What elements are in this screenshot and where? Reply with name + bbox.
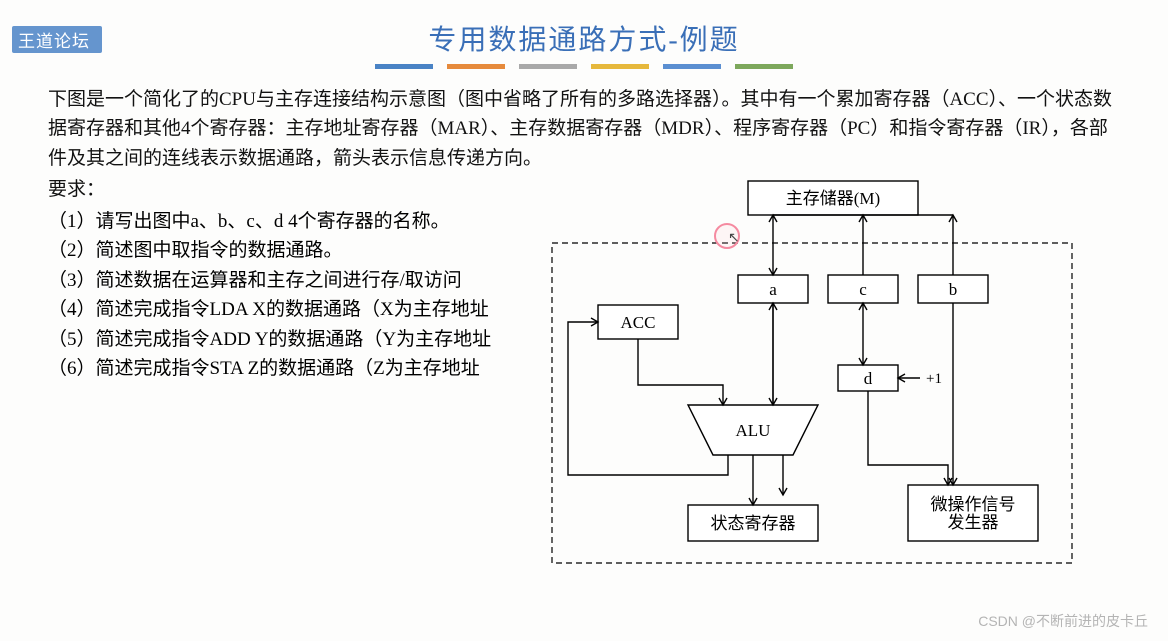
requirement-item: （2）简述图中取指令的数据通路。 [48,236,528,265]
svg-text:状态寄存器: 状态寄存器 [711,514,796,533]
requirement-item: （4）简述完成指令LDA X的数据通路（X为主存地址 [48,295,528,324]
requirement-item: （1）请写出图中a、b、c、d 4个寄存器的名称。 [48,207,528,236]
underline-bar [519,64,577,69]
requirement-item: （5）简述完成指令ADD Y的数据通路（Y为主存地址 [48,325,528,354]
underline-bar [447,64,505,69]
watermark-top-left: 王道论坛 [12,26,102,53]
underline-bar [375,64,433,69]
underline-bar [591,64,649,69]
req-label: 要求： [48,175,528,204]
svg-text:+1: +1 [926,371,942,387]
requirement-item: （3）简述数据在运算器和主存之间进行存/取访问 [48,266,528,295]
cursor-arrow-icon: ↖ [728,229,740,246]
cpu-diagram: 主存储器(M) a c b ACC d ALU 状态寄存器 微操作信号发生器 +1 ↖ [538,175,1098,575]
title-underline [0,64,1168,69]
svg-text:a: a [769,280,777,299]
diagram-svg: 主存储器(M) a c b ACC d ALU 状态寄存器 微操作信号发生器 +1 [538,175,1098,575]
svg-text:微操作信号: 微操作信号 [931,495,1016,514]
svg-text:ACC: ACC [621,313,656,332]
svg-text:发生器: 发生器 [948,513,999,532]
watermark-bottom-right: CSDN @不断前进的皮卡丘 [978,611,1148,631]
watermark-text: 王道论坛 [18,32,90,51]
underline-bar [735,64,793,69]
svg-text:主存储器(M): 主存储器(M) [786,189,880,208]
requirement-item: （6）简述完成指令STA Z的数据通路（Z为主存地址 [48,354,528,383]
paragraph: 下图是一个简化了的CPU与主存连接结构示意图（图中省略了所有的多路选择器）。其中… [48,85,1120,173]
underline-bar [663,64,721,69]
svg-text:d: d [864,369,873,388]
page-title: 专用数据通路方式-例题 [0,18,1168,58]
svg-text:c: c [859,280,867,299]
svg-text:b: b [949,280,958,299]
requirements-list: （1）请写出图中a、b、c、d 4个寄存器的名称。（2）简述图中取指令的数据通路… [48,207,528,384]
svg-text:ALU: ALU [736,421,771,440]
